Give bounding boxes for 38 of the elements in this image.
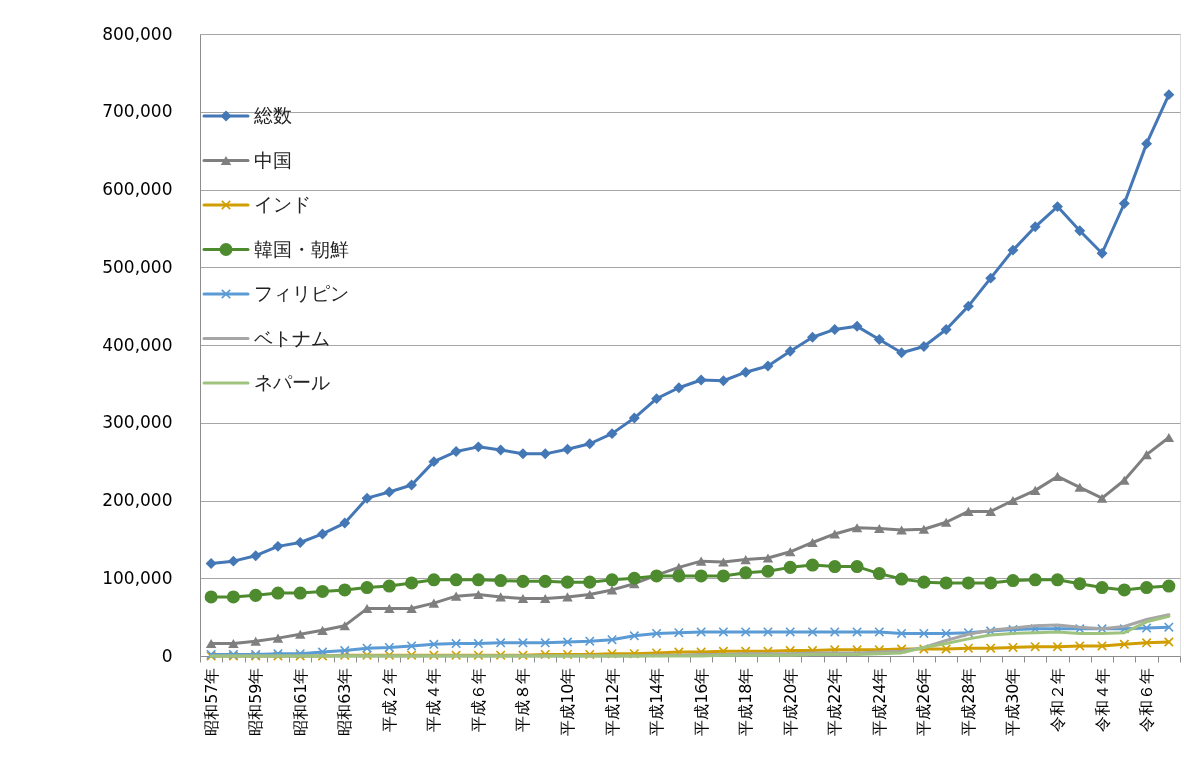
x-tick-label: 令和２年 bbox=[1048, 667, 1067, 732]
x-tick-label: 昭和63年 bbox=[335, 667, 355, 736]
legend-label: 韓国・朝鮮 bbox=[254, 237, 349, 260]
legend-label: インド bbox=[254, 193, 311, 215]
y-tick-label: 500,000 bbox=[102, 256, 173, 277]
legend-label: ベトナム bbox=[254, 326, 330, 349]
y-tick-label: 100,000 bbox=[102, 567, 173, 588]
x-tick-label: 平成６年 bbox=[468, 667, 488, 732]
x-tick-label: 平成12年 bbox=[602, 667, 622, 736]
x-tick-label: 平成26年 bbox=[914, 667, 934, 736]
x-tick-label: 平成10年 bbox=[558, 667, 577, 736]
x-tick-label: 昭和61年 bbox=[290, 667, 310, 736]
x-tick-label: 平成16年 bbox=[691, 667, 711, 736]
x-tick-label: 昭和57年 bbox=[201, 667, 221, 736]
y-tick-label: 300,000 bbox=[102, 412, 173, 433]
y-tick-label: 800,000 bbox=[102, 23, 173, 44]
x-tick-label: 令和６年 bbox=[1137, 667, 1157, 732]
x-tick-label: 昭和59年 bbox=[246, 667, 266, 736]
x-tick-label: 平成30年 bbox=[1003, 667, 1023, 736]
x-tick-label: 平成18年 bbox=[736, 667, 756, 736]
legend-label: 中国 bbox=[254, 148, 292, 171]
x-tick-label: 平成８年 bbox=[513, 667, 533, 732]
y-tick-label: 400,000 bbox=[102, 334, 173, 355]
y-tick-label: 200,000 bbox=[102, 490, 173, 510]
x-tick-label: 平成20年 bbox=[780, 667, 800, 736]
x-tick-label: 平成24年 bbox=[869, 667, 889, 736]
legend-label: フィリピン bbox=[254, 282, 349, 304]
legend-label: 総数 bbox=[253, 104, 292, 126]
y-tick-label: 600,000 bbox=[102, 179, 173, 199]
x-tick-label: 平成４年 bbox=[424, 667, 444, 732]
legend-label: ネパール bbox=[254, 371, 330, 393]
y-tick-label: 700,000 bbox=[102, 101, 173, 122]
x-tick-label: 平成22年 bbox=[825, 667, 845, 736]
y-tick-label: 0 bbox=[161, 645, 173, 666]
x-tick-label: 平成28年 bbox=[958, 667, 978, 736]
x-tick-label: 平成２年 bbox=[379, 667, 399, 732]
x-tick-label: 平成14年 bbox=[647, 667, 667, 736]
x-tick-label: 令和４年 bbox=[1092, 667, 1112, 732]
